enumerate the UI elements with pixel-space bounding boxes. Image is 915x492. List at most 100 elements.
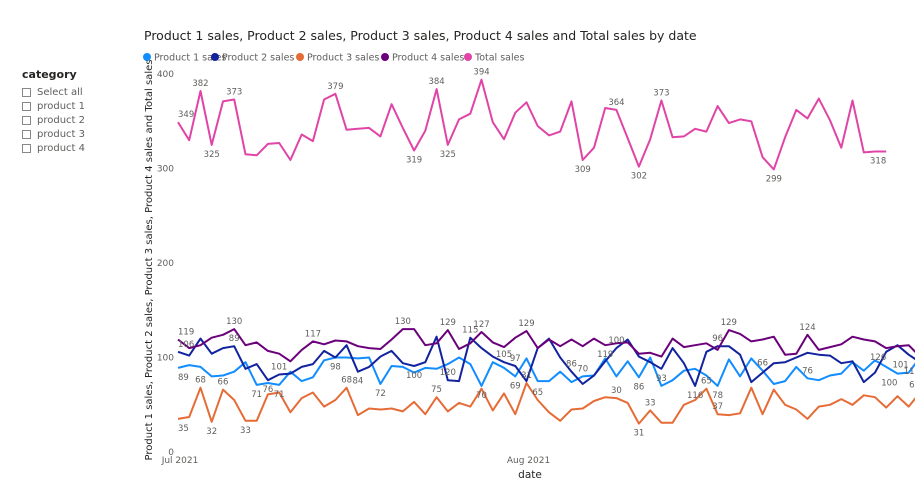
slicer-item-product-2[interactable]: product 2 [22, 113, 142, 127]
data-label: 69 [909, 380, 915, 390]
data-label: 100 [881, 379, 897, 389]
data-label: 33 [240, 426, 251, 436]
data-label: 105 [496, 350, 512, 360]
data-label: 32 [206, 427, 217, 437]
checkbox[interactable] [22, 115, 31, 125]
data-label: 130 [226, 317, 242, 327]
checkbox[interactable] [22, 144, 31, 154]
data-label: 130 [395, 317, 411, 327]
data-label: 394 [473, 68, 489, 78]
legend-marker [464, 53, 472, 61]
data-label: 116 [687, 391, 703, 401]
x-tick-label: Aug 2021 [507, 456, 550, 466]
data-label: 72 [375, 389, 386, 399]
y-tick-label: 400 [157, 70, 174, 80]
data-label: 364 [608, 98, 624, 108]
data-label: 124 [799, 323, 815, 333]
legend-marker [296, 53, 304, 61]
series-line [177, 335, 915, 387]
data-label: 119 [597, 350, 613, 360]
data-label: 96 [712, 334, 723, 344]
data-label: 33 [645, 398, 656, 408]
data-label: 84 [352, 377, 363, 387]
data-label: 76 [263, 385, 274, 395]
series-line [177, 78, 887, 171]
data-label: 86 [566, 360, 577, 370]
data-label: 349 [178, 110, 194, 120]
data-label: 68 [341, 376, 352, 386]
slicer-item-label: product 4 [37, 143, 86, 155]
legend-label: Product 2 sales [222, 53, 294, 64]
slicer-item-select-all[interactable]: Select all [22, 85, 142, 99]
series-line [177, 328, 915, 363]
legend-marker [211, 53, 219, 61]
chart-title: Product 1 sales, Product 2 sales, Produc… [144, 28, 697, 43]
y-tick-label: 300 [157, 165, 174, 175]
legend-label: Product 1 sales [154, 53, 226, 64]
data-label: 93 [656, 374, 667, 384]
data-label: 126 [870, 353, 886, 363]
slicer-item-product-3[interactable]: product 3 [22, 128, 142, 142]
data-label: 129 [518, 319, 534, 329]
data-label: 325 [204, 150, 220, 160]
slicer-item-label: Select all [37, 86, 83, 98]
data-label: 65 [701, 377, 712, 387]
data-label: 319 [406, 156, 422, 166]
data-label: 89 [229, 334, 240, 344]
legend-label: Product 3 sales [307, 53, 379, 64]
data-label: 373 [653, 88, 669, 98]
data-label: 68 [195, 376, 206, 386]
data-label: 302 [631, 172, 647, 182]
data-label: 31 [521, 371, 532, 381]
data-label: 127 [473, 320, 489, 330]
slicer-title: category [22, 68, 77, 81]
data-label: 66 [757, 359, 768, 369]
data-label: 382 [192, 79, 208, 89]
data-label: 35 [178, 424, 189, 434]
data-label: 78 [712, 391, 723, 401]
checkbox[interactable] [22, 101, 31, 111]
y-axis-title: Product 1 sales, Product 2 sales, Produc… [144, 60, 155, 461]
data-label: 71 [274, 390, 285, 400]
data-label: 115 [904, 367, 915, 377]
series-line [177, 382, 915, 425]
data-label: 373 [226, 88, 242, 98]
slicer-item-product-4[interactable]: product 4 [22, 142, 142, 156]
data-label: 100 [406, 371, 422, 381]
data-label: 119 [178, 328, 194, 338]
data-label: 70 [577, 364, 588, 374]
category-slicer: category Select all product 1 product 2 … [22, 68, 142, 156]
data-label: 129 [440, 318, 456, 328]
data-label: 379 [327, 82, 343, 92]
data-label: 31 [634, 429, 645, 439]
data-label: 101 [271, 363, 287, 373]
data-label: 66 [218, 378, 229, 388]
legend-marker [381, 53, 389, 61]
y-tick-label: 200 [157, 259, 174, 269]
y-tick-label: 0 [168, 448, 174, 458]
slicer-item-label: product 2 [37, 114, 86, 126]
data-label: 89 [178, 373, 189, 383]
legend-label: Total sales [474, 53, 524, 64]
data-label: 71 [251, 390, 262, 400]
data-label: 37 [712, 402, 723, 412]
data-label: 115 [462, 326, 478, 336]
data-label: 100 [608, 336, 624, 346]
data-label: 384 [428, 77, 444, 87]
checkbox[interactable] [22, 130, 31, 140]
data-label: 30 [611, 386, 622, 396]
data-label: 76 [802, 366, 813, 376]
data-label: 318 [870, 156, 886, 166]
data-label: 120 [440, 368, 456, 378]
data-label: 309 [575, 165, 591, 175]
data-label: 97 [510, 354, 521, 364]
y-tick-label: 100 [157, 354, 174, 364]
data-label: 75 [431, 385, 442, 395]
slicer-item-product-1[interactable]: product 1 [22, 99, 142, 113]
checkbox[interactable] [22, 87, 31, 97]
slicer-item-label: product 1 [37, 100, 86, 112]
data-label: 101 [892, 361, 908, 371]
data-label: 117 [305, 329, 321, 339]
